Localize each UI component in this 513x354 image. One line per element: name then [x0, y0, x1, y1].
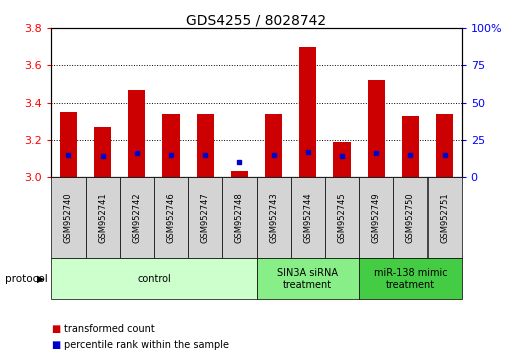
Bar: [393, 177, 427, 258]
Bar: [325, 177, 359, 258]
Bar: [436, 114, 453, 177]
Title: GDS4255 / 8028742: GDS4255 / 8028742: [186, 13, 327, 27]
Bar: [51, 258, 256, 299]
Bar: [368, 80, 385, 177]
Bar: [231, 171, 248, 177]
Bar: [359, 258, 462, 299]
Bar: [120, 177, 154, 258]
Text: GSM952742: GSM952742: [132, 192, 141, 243]
Bar: [128, 90, 145, 177]
Bar: [299, 47, 317, 177]
Bar: [196, 114, 214, 177]
Text: GSM952743: GSM952743: [269, 192, 278, 243]
Text: GSM952746: GSM952746: [167, 192, 175, 243]
Bar: [265, 114, 282, 177]
Text: GSM952751: GSM952751: [440, 192, 449, 243]
Bar: [154, 177, 188, 258]
Text: GSM952744: GSM952744: [303, 192, 312, 243]
Text: percentile rank within the sample: percentile rank within the sample: [64, 340, 229, 350]
Bar: [222, 177, 256, 258]
Bar: [359, 177, 393, 258]
Text: ▶: ▶: [37, 274, 45, 284]
Text: GSM952747: GSM952747: [201, 192, 210, 243]
Bar: [86, 177, 120, 258]
Text: protocol: protocol: [5, 274, 48, 284]
Bar: [188, 177, 222, 258]
Text: GSM952740: GSM952740: [64, 192, 73, 243]
Bar: [60, 112, 77, 177]
Bar: [427, 177, 462, 258]
Text: SIN3A siRNA
treatment: SIN3A siRNA treatment: [278, 268, 338, 290]
Text: GSM952749: GSM952749: [372, 192, 381, 243]
Text: ■: ■: [51, 340, 61, 350]
Bar: [333, 142, 350, 177]
Text: GSM952741: GSM952741: [98, 192, 107, 243]
Text: GSM952748: GSM952748: [235, 192, 244, 243]
Bar: [163, 114, 180, 177]
Text: control: control: [137, 274, 171, 284]
Text: GSM952750: GSM952750: [406, 192, 415, 243]
Bar: [291, 177, 325, 258]
Text: transformed count: transformed count: [64, 324, 155, 334]
Text: miR-138 mimic
treatment: miR-138 mimic treatment: [373, 268, 447, 290]
Bar: [94, 127, 111, 177]
Text: GSM952745: GSM952745: [338, 192, 346, 243]
Bar: [402, 116, 419, 177]
Bar: [256, 177, 291, 258]
Bar: [256, 258, 359, 299]
Bar: [51, 177, 86, 258]
Text: ■: ■: [51, 324, 61, 334]
